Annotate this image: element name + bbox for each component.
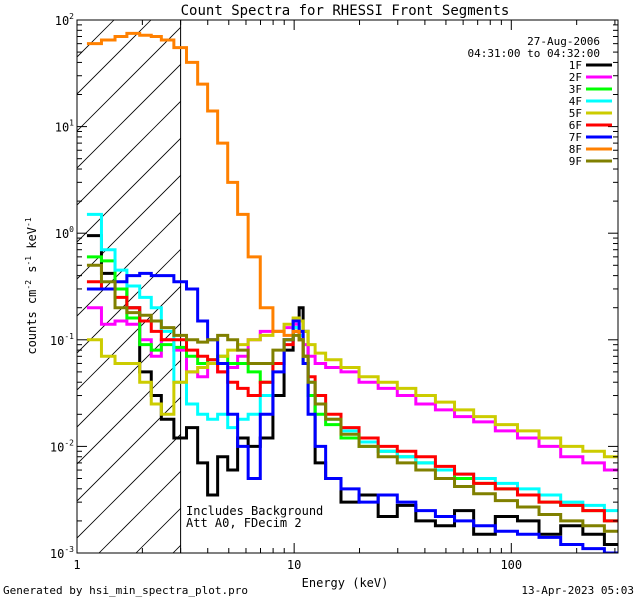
y-tick-label-exponent: -2 — [64, 438, 74, 447]
x-tick-label: 1 — [73, 558, 80, 572]
plot-frame — [76, 19, 619, 554]
legend-time-range: 04:31:00 to 04:32:00 — [468, 47, 600, 60]
y-tick-label-exponent: -1 — [64, 332, 74, 341]
legend-label-7f: 7F — [569, 131, 582, 144]
y-tick-label-base: 10 — [50, 440, 64, 454]
y-tick-label-base: 10 — [55, 14, 69, 28]
legend-label-8f: 8F — [569, 143, 582, 156]
y-tick-label-exponent: -3 — [64, 545, 74, 554]
y-tick-label-exponent: 2 — [69, 12, 74, 21]
chart-title: Count Spectra for RHESSI Front Segments — [181, 3, 510, 19]
y-axis-label-part1: counts cm — [25, 290, 39, 355]
y-tick-label: 100 — [55, 225, 74, 241]
series-line-1f — [86, 234, 618, 547]
hatch-line — [77, 248, 181, 354]
y-tick-label: 10-2 — [50, 438, 74, 454]
hatch-line — [77, 211, 181, 317]
x-tick-label: 10 — [287, 558, 301, 572]
series-group — [86, 31, 618, 553]
series-line-9f — [86, 263, 618, 533]
legend-label-9f: 9F — [569, 155, 582, 168]
hatch-line — [77, 26, 181, 132]
y-tick-label-base: 10 — [55, 121, 69, 135]
annotation-background: Includes Background — [186, 504, 323, 518]
hatch-line — [77, 100, 181, 206]
legend-date: 27-Aug-2006 — [527, 35, 600, 48]
y-tick-label: 102 — [55, 12, 74, 28]
y-axis-label-sup2: -1 — [24, 256, 33, 266]
y-tick-label: 101 — [55, 119, 74, 135]
legend-label-2f: 2F — [569, 71, 582, 84]
annotation-attenuator: Att A0, FDecim 2 — [186, 516, 302, 530]
x-tick-label: 100 — [500, 558, 522, 572]
series-line-7f — [86, 271, 618, 553]
hatch-line — [77, 396, 181, 502]
y-axis-label-part3: keV — [25, 227, 39, 256]
series-line-8f — [86, 31, 307, 358]
y-tick-label: 10-3 — [50, 545, 74, 561]
legend-label-6f: 6F — [569, 119, 582, 132]
y-axis-label-part2: s — [25, 266, 39, 280]
y-axis-label-sup1: -2 — [24, 280, 33, 290]
y-tick-label-base: 10 — [55, 227, 69, 241]
hatch-line — [77, 63, 181, 169]
hatch-line — [77, 433, 181, 539]
y-tick-label-exponent: 0 — [69, 225, 74, 234]
x-axis-label: Energy (keV) — [302, 576, 389, 590]
legend-label-4f: 4F — [569, 95, 582, 108]
y-tick-label: 10-1 — [50, 332, 74, 348]
footer-timestamp: 13-Apr-2023 05:03 — [521, 584, 634, 597]
y-tick-label-base: 10 — [50, 547, 64, 561]
legend-label-3f: 3F — [569, 83, 582, 96]
y-axis-label-sup3: -1 — [24, 217, 33, 227]
y-tick-label-exponent: 1 — [69, 119, 74, 128]
footer-generated-by: Generated by hsi_min_spectra_plot.pro — [3, 584, 249, 597]
y-tick-label-base: 10 — [50, 334, 64, 348]
y-axis-label: counts cm-2 s-1 keV-1 — [24, 217, 39, 354]
legend-label-1f: 1F — [569, 59, 582, 72]
legend-label-5f: 5F — [569, 107, 582, 120]
